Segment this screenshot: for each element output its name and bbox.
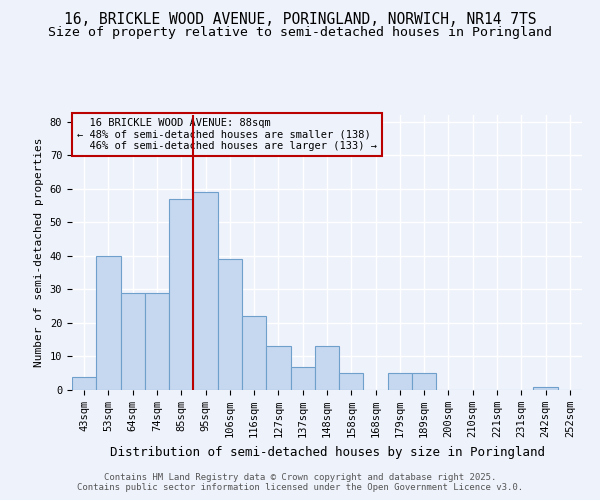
Bar (218, 259, 242, 390)
Bar (266, 346, 290, 390)
Bar (388, 373, 412, 390)
Bar (339, 373, 364, 390)
Bar (315, 346, 339, 390)
Text: Size of property relative to semi-detached houses in Poringland: Size of property relative to semi-detach… (48, 26, 552, 39)
Bar (290, 366, 315, 390)
Bar (533, 386, 558, 390)
Text: 16 BRICKLE WOOD AVENUE: 88sqm
← 48% of semi-detached houses are smaller (138)
  : 16 BRICKLE WOOD AVENUE: 88sqm ← 48% of s… (77, 118, 377, 151)
Bar (169, 199, 193, 390)
Text: Contains HM Land Registry data © Crown copyright and database right 2025.
Contai: Contains HM Land Registry data © Crown c… (77, 472, 523, 492)
Bar (193, 192, 218, 390)
Text: 16, BRICKLE WOOD AVENUE, PORINGLAND, NORWICH, NR14 7TS: 16, BRICKLE WOOD AVENUE, PORINGLAND, NOR… (64, 12, 536, 28)
Bar (412, 373, 436, 390)
Bar (121, 292, 145, 390)
Bar (145, 292, 169, 390)
X-axis label: Distribution of semi-detached houses by size in Poringland: Distribution of semi-detached houses by … (110, 446, 545, 458)
Bar (96, 256, 121, 390)
Bar (72, 376, 96, 390)
Y-axis label: Number of semi-detached properties: Number of semi-detached properties (34, 138, 44, 367)
Bar (242, 316, 266, 390)
